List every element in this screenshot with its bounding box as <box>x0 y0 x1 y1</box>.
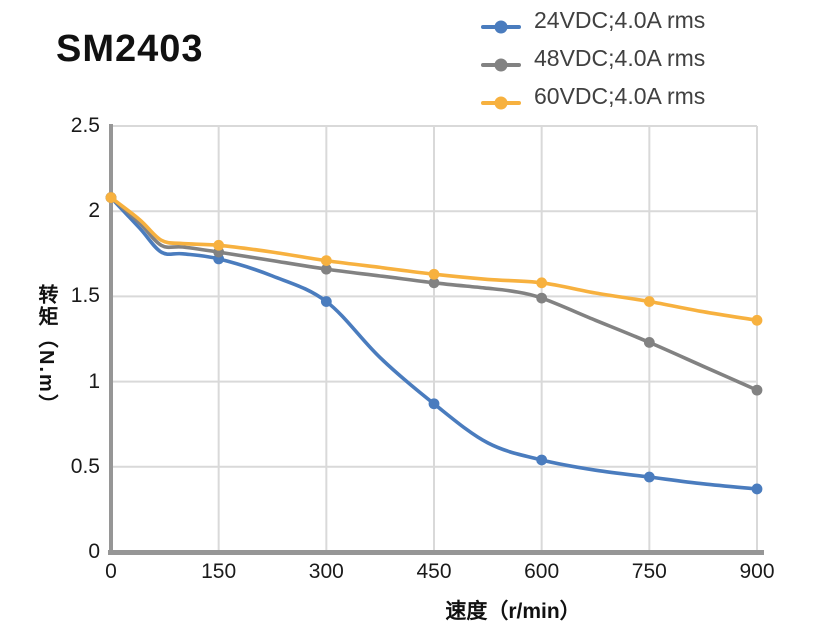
data-point-marker <box>320 255 332 267</box>
data-point-marker <box>428 398 440 410</box>
legend-dot-icon <box>494 20 508 34</box>
x-tick-label: 600 <box>524 560 560 583</box>
legend-label: 60VDC;4.0A rms <box>534 82 706 109</box>
y-tick-label: 0 <box>88 540 100 563</box>
legend-line-marker-icon <box>481 58 521 72</box>
x-tick-label: 0 <box>105 560 117 583</box>
x-tick-label: 450 <box>416 560 452 583</box>
data-point-marker <box>751 384 763 396</box>
x-tick-label: 900 <box>739 560 775 583</box>
data-point-marker <box>320 296 332 307</box>
legend-dot-icon <box>494 96 508 110</box>
legend-item-60vdc: 60VDC;4.0A rms <box>481 80 705 112</box>
legend-item-24vdc: 24VDC;4.0A rms <box>481 4 705 36</box>
data-point-marker <box>643 296 655 307</box>
series-line <box>109 195 759 491</box>
legend-item-48vdc: 48VDC;4.0A rms <box>481 42 705 74</box>
y-tick-label: 0.5 <box>70 454 100 478</box>
legend-dot-icon <box>494 58 508 72</box>
data-point-marker <box>320 263 332 275</box>
y-tick-label: 1.5 <box>70 284 100 308</box>
data-point-marker <box>428 268 440 280</box>
data-point-marker <box>643 471 655 483</box>
legend: 24VDC;4.0A rms 48VDC;4.0A rms 60VDC;4.0A… <box>481 4 705 112</box>
data-point-marker <box>536 454 548 466</box>
y-tick-label: 2.5 <box>70 114 100 137</box>
y-axis-title: 转矩（N.m） <box>35 284 57 416</box>
x-axis-title: 速度（r/min） <box>445 600 581 623</box>
data-point-marker <box>428 277 440 289</box>
series-line <box>109 195 759 323</box>
x-tick-label: 750 <box>631 560 667 583</box>
data-point-marker <box>751 314 763 326</box>
legend-label: 24VDC;4.0A rms <box>534 6 706 33</box>
y-tick-label: 1 <box>88 369 100 393</box>
data-point-marker <box>105 192 117 203</box>
legend-line-marker-icon <box>481 96 521 110</box>
data-point-marker <box>213 239 225 251</box>
legend-line-marker-icon <box>481 20 521 34</box>
legend-label: 48VDC;4.0A rms <box>534 44 706 71</box>
data-point-marker <box>643 337 655 348</box>
x-tick-label: 150 <box>201 560 237 583</box>
y-tick-label: 2 <box>88 199 100 223</box>
data-point-marker <box>751 483 763 495</box>
data-point-marker <box>536 277 548 289</box>
x-tick-label: 300 <box>308 560 344 583</box>
page-title: SM2403 <box>56 28 204 70</box>
series-line <box>109 195 759 392</box>
data-point-marker <box>536 292 548 304</box>
